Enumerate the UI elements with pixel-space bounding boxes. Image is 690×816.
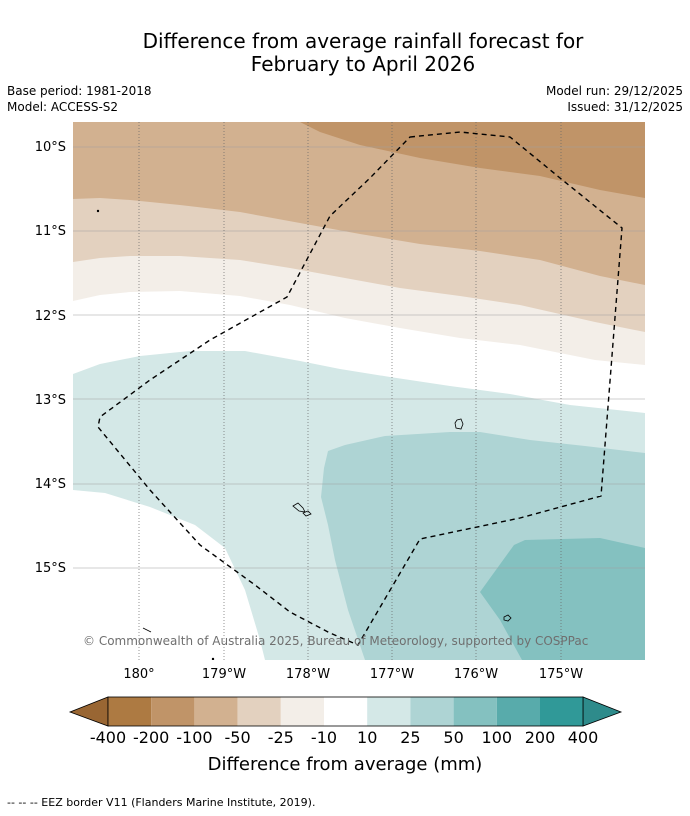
eez-footnote: -- -- -- EEZ border V11 (Flanders Marine… <box>7 796 316 809</box>
colorbar-label-10: 10 <box>357 728 377 747</box>
colorbar-extend-low <box>68 696 109 727</box>
colorbar-segment-3 <box>194 697 238 726</box>
colorbar-outline <box>107 696 584 727</box>
colorbar-label-200: 200 <box>525 728 556 747</box>
colorbar: -400 -200 -100 -50 -25 -10 10 25 50 100 … <box>68 696 623 775</box>
colorbar-title: Difference from average (mm) <box>208 754 483 775</box>
model-run: Model run: 29/12/2025 <box>545 84 683 98</box>
eez-border <box>97 131 623 646</box>
title-line-1: Difference from average rainfall forecas… <box>142 29 584 53</box>
issued-date: Issued: 31/12/2025 <box>567 100 683 114</box>
colorbar-segment-5 <box>280 697 324 726</box>
colorbar-label-25: 25 <box>400 728 420 747</box>
colorbar-label-400: 400 <box>568 728 599 747</box>
colorbar-label-minus-400: -400 <box>90 728 126 747</box>
lat-label-14s: 14°S <box>35 477 66 492</box>
meta-left: Base period: 1981-2018 Model: ACCESS-S2 <box>7 83 152 115</box>
colorbar-label-50: 50 <box>443 728 463 747</box>
lat-label-13s: 13°S <box>35 393 66 408</box>
island-southeast <box>503 614 512 622</box>
model-name: Model: ACCESS-S2 <box>7 100 119 114</box>
colorbar-segment-4 <box>237 697 281 726</box>
band-50-to-100 <box>480 538 645 660</box>
colorbar-segment-7 <box>367 697 411 726</box>
meta-right: Model run: 29/12/2025 Issued: 31/12/2025 <box>546 83 683 115</box>
colorbar-segment-8 <box>410 697 454 726</box>
longitude-labels: 180° 179°W 178°W 177°W 176°W 175°W <box>123 667 583 682</box>
colorbar-label-100: 100 <box>482 728 513 747</box>
map-title: Difference from average rainfall forecas… <box>0 30 690 76</box>
island-southwest <box>142 627 152 633</box>
island-south <box>211 657 215 660</box>
lon-label-175w: 175°W <box>539 667 583 682</box>
colorbar-segment-2 <box>151 697 195 726</box>
island-north <box>96 209 100 213</box>
graticule <box>73 122 645 660</box>
colorbar-segment-9 <box>453 697 497 726</box>
island-alofi <box>302 510 312 517</box>
latitude-labels: 10°S 11°S 12°S 13°S 14°S 15°S <box>35 140 66 576</box>
colorbar-segment-1 <box>108 697 152 726</box>
colorbar-extend-high <box>582 696 623 727</box>
lon-label-177w: 177°W <box>370 667 414 682</box>
lat-label-10s: 10°S <box>35 140 66 155</box>
colorbar-label-minus-25: -25 <box>268 728 294 747</box>
colorbar-segment-11 <box>540 697 583 726</box>
colorbar-label-minus-100: -100 <box>176 728 212 747</box>
colorbar-label-minus-200: -200 <box>133 728 169 747</box>
lon-label-180: 180° <box>123 667 154 682</box>
colorbar-segment-10 <box>496 697 540 726</box>
lat-label-11s: 11°S <box>35 224 66 239</box>
islands <box>96 209 512 660</box>
colorbar-segment-6 <box>324 697 368 726</box>
colorbar-labels: -400 -200 -100 -50 -25 -10 10 25 50 100 … <box>90 728 598 747</box>
lon-label-178w: 178°W <box>286 667 330 682</box>
title-line-2: February to April 2026 <box>250 52 476 76</box>
lat-label-12s: 12°S <box>35 309 66 324</box>
colorbar-label-minus-50: -50 <box>225 728 251 747</box>
base-period: Base period: 1981-2018 <box>7 84 152 98</box>
band-minus-100-to-minus-200 <box>300 122 645 198</box>
lon-label-176w: 176°W <box>454 667 498 682</box>
island-uvea <box>454 418 464 430</box>
colorbar-label-minus-10: -10 <box>311 728 337 747</box>
island-futuna <box>292 502 306 513</box>
copyright-notice: © Commonwealth of Australia 2025, Bureau… <box>83 634 588 648</box>
lon-label-179w: 179°W <box>202 667 246 682</box>
rainfall-map: © Commonwealth of Australia 2025, Bureau… <box>73 122 645 660</box>
lat-label-15s: 15°S <box>35 561 66 576</box>
